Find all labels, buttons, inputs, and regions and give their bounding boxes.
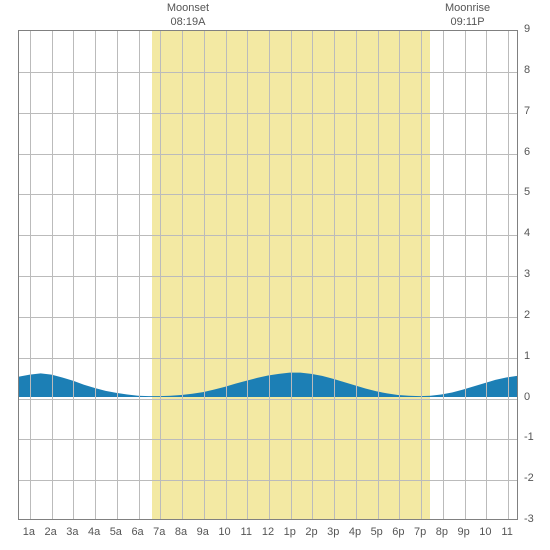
x-axis-label: 8a	[175, 526, 187, 538]
x-axis-label: 7a	[153, 526, 165, 538]
x-axis-label: 5a	[110, 526, 122, 538]
x-axis-label: 8p	[436, 526, 448, 538]
gridline-vertical	[182, 31, 183, 519]
moonset-label: Moonset08:19A	[167, 2, 209, 30]
y-axis-label: 5	[524, 186, 544, 198]
y-axis-label: 9	[524, 23, 544, 35]
gridline-horizontal	[19, 276, 517, 277]
gridline-horizontal	[19, 399, 517, 400]
x-axis-label: 1p	[284, 526, 296, 538]
gridline-vertical	[378, 31, 379, 519]
gridline-horizontal	[19, 439, 517, 440]
x-axis-label: 6p	[392, 526, 404, 538]
x-axis-label: 6a	[131, 526, 143, 538]
gridline-vertical	[73, 31, 74, 519]
y-axis-label: -1	[524, 431, 544, 443]
gridline-vertical	[269, 31, 270, 519]
plot-area	[18, 30, 518, 520]
x-axis-label: 9p	[458, 526, 470, 538]
x-axis-label: 2a	[44, 526, 56, 538]
gridline-horizontal	[19, 72, 517, 73]
gridline-horizontal	[19, 194, 517, 195]
gridline-vertical	[334, 31, 335, 519]
gridline-vertical	[139, 31, 140, 519]
x-axis-label: 5p	[371, 526, 383, 538]
gridline-vertical	[356, 31, 357, 519]
gridline-vertical	[52, 31, 53, 519]
y-axis-label: -2	[524, 472, 544, 484]
moonrise-label: Moonrise09:11P	[445, 2, 490, 30]
event-time: 08:19A	[167, 16, 209, 30]
gridline-horizontal	[19, 358, 517, 359]
gridline-vertical	[30, 31, 31, 519]
gridline-vertical	[95, 31, 96, 519]
gridline-vertical	[247, 31, 248, 519]
y-axis-label: 8	[524, 64, 544, 76]
gridline-vertical	[117, 31, 118, 519]
x-axis-label: 3p	[327, 526, 339, 538]
event-time: 09:11P	[445, 16, 490, 30]
x-axis-label: 2p	[305, 526, 317, 538]
gridline-horizontal	[19, 235, 517, 236]
gridline-vertical	[204, 31, 205, 519]
x-axis-label: 7p	[414, 526, 426, 538]
gridline-horizontal	[19, 154, 517, 155]
event-title: Moonrise	[445, 2, 490, 16]
x-axis-label: 1a	[23, 526, 35, 538]
x-axis-label: 4a	[88, 526, 100, 538]
y-axis-label: 6	[524, 146, 544, 158]
x-axis-label: 10	[218, 526, 230, 538]
gridline-vertical	[399, 31, 400, 519]
x-axis-label: 11	[501, 526, 512, 538]
x-axis-label: 4p	[349, 526, 361, 538]
gridline-vertical	[421, 31, 422, 519]
tide-chart: -3-2-101234567891a2a3a4a5a6a7a8a9a101112…	[0, 0, 550, 550]
gridline-vertical	[443, 31, 444, 519]
gridline-horizontal	[19, 317, 517, 318]
gridline-horizontal	[19, 480, 517, 481]
x-axis-label: 11	[241, 526, 252, 538]
y-axis-label: 3	[524, 268, 544, 280]
y-axis-label: 2	[524, 309, 544, 321]
y-axis-label: 7	[524, 105, 544, 117]
y-axis-label: -3	[524, 513, 544, 525]
gridline-vertical	[160, 31, 161, 519]
gridline-vertical	[312, 31, 313, 519]
y-axis-label: 1	[524, 350, 544, 362]
x-axis-label: 12	[262, 526, 274, 538]
x-axis-label: 9a	[197, 526, 209, 538]
event-title: Moonset	[167, 2, 209, 16]
y-axis-label: 0	[524, 391, 544, 403]
y-axis-label: 4	[524, 227, 544, 239]
gridline-vertical	[291, 31, 292, 519]
gridline-vertical	[465, 31, 466, 519]
x-axis-label: 10	[479, 526, 491, 538]
gridline-vertical	[486, 31, 487, 519]
gridline-vertical	[226, 31, 227, 519]
gridline-horizontal	[19, 113, 517, 114]
gridline-vertical	[508, 31, 509, 519]
x-axis-label: 3a	[66, 526, 78, 538]
